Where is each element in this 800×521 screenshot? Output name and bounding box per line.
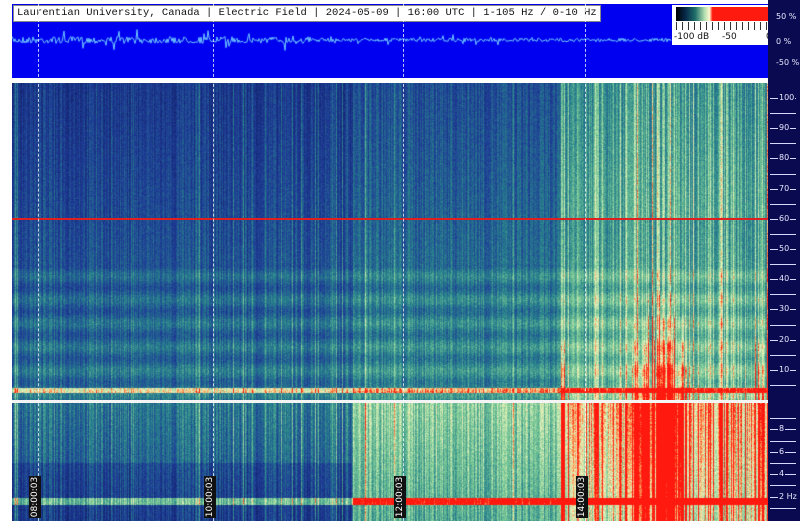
time-label-text: 12:00:03 [395,476,405,518]
spectrogram-0-10hz [12,403,768,521]
axis-tick-label: 10 [778,364,791,374]
axis-tick-label: 40 [778,274,791,284]
axis-tick-label: 70 [778,183,791,193]
panel-divider [12,400,768,403]
axis-tick-label: 2 Hz [778,491,798,501]
spectrogram-1-105hz [12,83,768,400]
axis-tick-label: 90 [778,123,791,133]
line-60hz [12,217,768,220]
panel-divider [12,78,768,83]
colorbar-gradient [676,7,772,21]
time-label-text: 10:00:03 [205,476,215,518]
axis-tick [770,418,796,420]
axis-tick [770,440,796,442]
time-label: 08:00:03 [29,476,41,518]
axis-tick [770,113,796,115]
axis-tick-label: 8 [778,424,786,434]
frequency-axis [768,0,800,521]
chart-title: Laurentian University, Canada | Electric… [13,5,601,22]
time-label: 10:00:03 [204,476,216,518]
colorbar-ticks [676,22,772,30]
axis-tick [770,485,796,487]
axis-tick [770,324,796,326]
axis-tick [770,384,796,386]
time-gridline [38,4,39,521]
axis-tick [770,143,796,145]
axis-tick-label: 80 [778,153,791,163]
axis-tick [770,463,796,464]
waveform-axis-label: -50 % [776,58,800,67]
time-gridline [585,4,586,521]
axis-tick-label: 30 [778,304,791,314]
axis-tick [770,354,796,356]
waveform-trace [12,20,672,60]
axis-tick [770,233,796,235]
axis-tick [770,264,796,266]
time-gridline [403,4,404,521]
axis-tick [770,173,796,175]
colorbar-label: -100 dB [674,32,710,42]
waveform-axis-label: 0 % [776,37,792,46]
axis-tick-label: 50 [778,244,791,253]
time-gridline [213,4,214,521]
axis-tick-label: 100 [778,93,796,102]
axis-tick-label: 20 [778,334,791,344]
colorbar: -100 dB -50 0 [672,5,775,45]
time-label: 14:00:03 [576,476,588,518]
time-label-text: 08:00:03 [30,476,40,518]
axis-tick [770,507,796,509]
time-label: 12:00:03 [394,476,406,518]
waveform-axis-label: 50 % [776,12,797,21]
axis-tick-label: 6 [778,446,786,456]
colorbar-label: -50 [722,32,737,42]
axis-tick-label: 60 [778,213,791,223]
time-label-text: 14:00:03 [577,476,587,518]
axis-tick-label: 4 [778,469,786,479]
axis-tick [770,203,796,205]
axis-tick [770,294,796,296]
